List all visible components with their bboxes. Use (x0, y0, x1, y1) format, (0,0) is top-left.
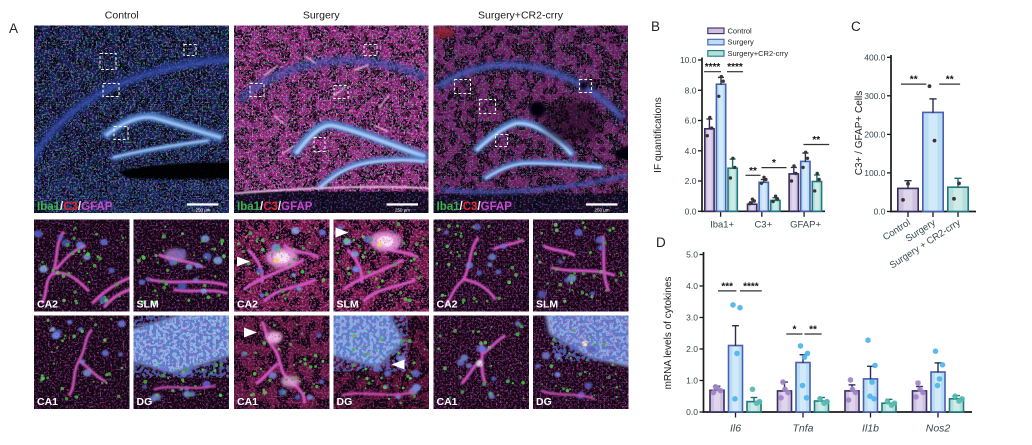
svg-text:Il6: Il6 (730, 423, 741, 435)
svg-text:250 µm: 250 µm (594, 208, 609, 213)
svg-text:B: B (651, 19, 660, 34)
svg-text:C3+ / GFAP+ Cells: C3+ / GFAP+ Cells (854, 91, 865, 175)
svg-text:3.0: 3.0 (686, 313, 698, 323)
svg-text:mRNA levels of cytokines: mRNA levels of cytokines (663, 277, 674, 390)
svg-text:Il1b: Il1b (862, 423, 879, 435)
svg-text:D: D (656, 235, 666, 250)
svg-text:*: * (772, 158, 776, 169)
svg-text:**: ** (749, 166, 757, 177)
svg-text:0.0: 0.0 (685, 206, 697, 216)
svg-text:5.0: 5.0 (686, 250, 698, 260)
svg-text:100.0: 100.0 (864, 168, 886, 178)
svg-text:400.0: 400.0 (864, 52, 886, 62)
svg-text:DG: DG (536, 396, 552, 408)
svg-text:GFAP+: GFAP+ (790, 220, 821, 231)
svg-text:250 µm: 250 µm (395, 208, 410, 213)
svg-text:**: ** (812, 135, 820, 146)
svg-text:Iba1/C3/GFAP: Iba1/C3/GFAP (237, 201, 313, 213)
svg-text:Iba1/C3/GFAP: Iba1/C3/GFAP (437, 201, 513, 213)
svg-text:CA2: CA2 (37, 299, 58, 311)
svg-text:2.0: 2.0 (686, 344, 698, 354)
svg-text:10.0: 10.0 (680, 55, 697, 65)
svg-text:SLM: SLM (536, 299, 558, 311)
svg-text:Surgery: Surgery (728, 38, 755, 47)
svg-text:CA2: CA2 (237, 299, 258, 311)
svg-text:250 µm: 250 µm (195, 208, 210, 213)
svg-text:Control: Control (728, 26, 753, 35)
svg-text:C: C (851, 19, 861, 34)
svg-text:0.0: 0.0 (874, 207, 886, 217)
svg-text:8.0: 8.0 (685, 85, 697, 95)
svg-text:CA1: CA1 (437, 396, 458, 408)
svg-text:IF quantifications: IF quantifications (653, 97, 664, 173)
svg-text:4.0: 4.0 (685, 146, 697, 156)
svg-text:SLM: SLM (337, 299, 359, 311)
svg-text:**: ** (910, 75, 918, 86)
svg-text:Surgery+CR2-crry: Surgery+CR2-crry (478, 10, 564, 22)
svg-text:Surgery: Surgery (303, 10, 341, 22)
svg-text:1.0: 1.0 (686, 376, 698, 386)
svg-text:Nos2: Nos2 (926, 423, 951, 435)
svg-text:A: A (9, 21, 18, 36)
svg-text:CA2: CA2 (437, 299, 458, 311)
svg-text:200.0: 200.0 (864, 129, 886, 139)
svg-text:***: *** (721, 281, 733, 292)
svg-text:Iba1/C3/GFAP: Iba1/C3/GFAP (37, 201, 113, 213)
svg-text:SLM: SLM (137, 299, 159, 311)
svg-text:6.0: 6.0 (685, 116, 697, 126)
svg-text:Tnfa: Tnfa (792, 423, 813, 435)
svg-text:0.0: 0.0 (686, 407, 698, 417)
svg-text:300.0: 300.0 (864, 91, 886, 101)
svg-text:CA1: CA1 (237, 396, 258, 408)
svg-text:4.0: 4.0 (686, 281, 698, 291)
svg-text:CA1: CA1 (37, 396, 58, 408)
svg-text:****: **** (705, 62, 721, 73)
svg-text:DG: DG (337, 396, 353, 408)
svg-text:**: ** (946, 75, 954, 86)
svg-text:****: **** (727, 62, 743, 73)
svg-text:DG: DG (137, 396, 153, 408)
svg-text:2.0: 2.0 (685, 176, 697, 186)
svg-text:****: **** (743, 281, 759, 292)
svg-text:*: * (792, 325, 796, 336)
svg-text:**: ** (809, 325, 817, 336)
svg-text:Iba1+: Iba1+ (710, 220, 734, 231)
svg-text:Surgery+CR2-crry: Surgery+CR2-crry (728, 49, 789, 58)
svg-text:C3+: C3+ (754, 220, 772, 231)
svg-text:Control: Control (105, 10, 139, 22)
